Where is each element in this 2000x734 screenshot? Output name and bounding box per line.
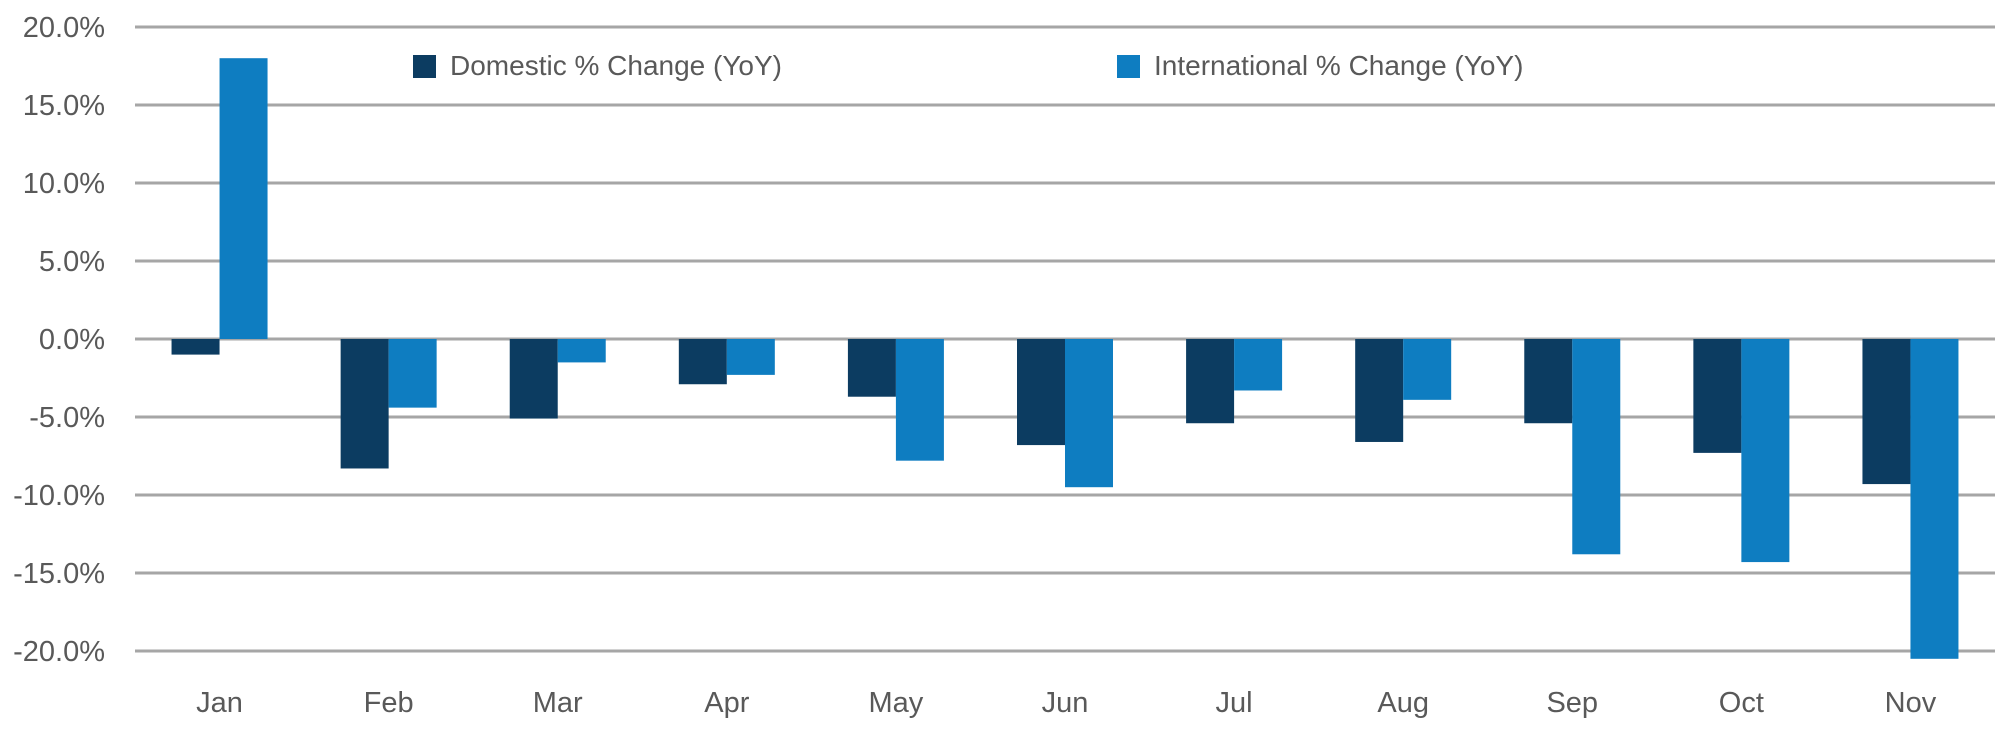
legend-swatch-domestic-icon — [413, 54, 436, 78]
bar-international-jul — [1234, 339, 1283, 391]
bar-domestic-mar — [509, 339, 558, 419]
bar-international-mar — [557, 339, 606, 363]
bar-domestic-jan — [171, 339, 220, 355]
y-axis-tick-label: 0.0% — [39, 324, 105, 356]
bar-domestic-sep — [1524, 339, 1573, 424]
x-axis-label-mar: Mar — [533, 687, 583, 719]
x-axis-label-sep: Sep — [1546, 687, 1598, 719]
y-axis-tick-label: 20.0% — [23, 12, 105, 44]
legend-label-international: International % Change (YoY) — [1154, 50, 1524, 81]
bar-domestic-may — [847, 339, 896, 397]
y-axis-tick-label: -5.0% — [29, 402, 105, 434]
x-axis-label-nov: Nov — [1885, 687, 1937, 719]
bar-domestic-jun — [1017, 339, 1065, 446]
x-axis-label-may: May — [869, 687, 924, 719]
bar-international-jun — [1065, 339, 1113, 488]
legend-swatch-international-icon — [1117, 54, 1140, 78]
bar-international-feb — [388, 339, 437, 408]
x-axis-label-aug: Aug — [1377, 687, 1429, 719]
x-axis-label-apr: Apr — [704, 687, 749, 719]
bar-international-jan — [219, 58, 268, 339]
bar-international-apr — [726, 339, 775, 375]
bar-domestic-nov — [1862, 339, 1911, 485]
bar-international-aug — [1403, 339, 1452, 400]
bar-international-oct — [1741, 339, 1790, 563]
y-axis-tick-label: 15.0% — [23, 90, 105, 122]
y-axis-tick-label: -10.0% — [13, 480, 105, 512]
legend-label-domestic: Domestic % Change (YoY) — [450, 50, 783, 81]
bar-domestic-apr — [678, 339, 727, 385]
bar-domestic-jul — [1186, 339, 1235, 424]
bar-international-may — [895, 339, 944, 461]
x-axis-label-jul: Jul — [1216, 687, 1253, 719]
bar-domestic-aug — [1355, 339, 1404, 442]
legend-item-international: International % Change (YoY) — [1117, 50, 1523, 82]
x-axis-label-jun: Jun — [1042, 687, 1089, 719]
x-axis-label-feb: Feb — [364, 687, 414, 719]
x-axis-label-jan: Jan — [196, 687, 243, 719]
legend-item-domestic: Domestic % Change (YoY) — [413, 50, 782, 82]
y-axis-tick-label: 5.0% — [39, 246, 105, 278]
y-axis-tick-label: -20.0% — [13, 636, 105, 668]
bar-domestic-oct — [1693, 339, 1742, 453]
x-axis-label-oct: Oct — [1719, 687, 1764, 719]
y-axis-tick-label: 10.0% — [23, 168, 105, 200]
bar-international-nov — [1910, 339, 1959, 659]
bar-international-sep — [1572, 339, 1621, 555]
y-axis-tick-label: -15.0% — [13, 558, 105, 590]
bar-domestic-feb — [340, 339, 389, 469]
